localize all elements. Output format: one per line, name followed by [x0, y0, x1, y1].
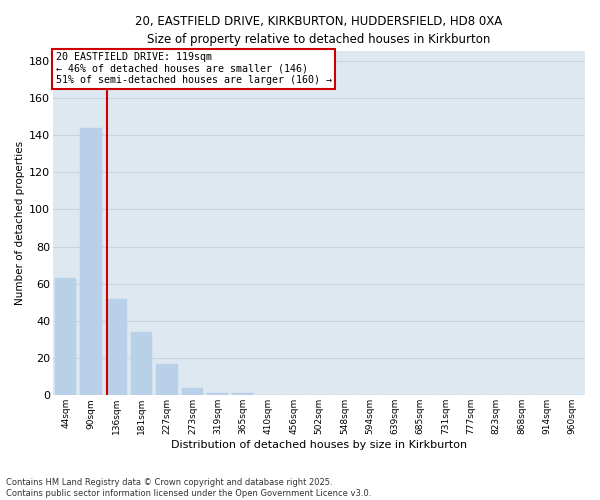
Bar: [207, 394, 229, 396]
Text: Contains HM Land Registry data © Crown copyright and database right 2025.
Contai: Contains HM Land Registry data © Crown c…: [6, 478, 371, 498]
Bar: [55, 278, 76, 396]
Bar: [156, 364, 178, 396]
Bar: [232, 394, 254, 396]
Bar: [106, 298, 127, 396]
Title: 20, EASTFIELD DRIVE, KIRKBURTON, HUDDERSFIELD, HD8 0XA
Size of property relative: 20, EASTFIELD DRIVE, KIRKBURTON, HUDDERS…: [136, 15, 503, 46]
Bar: [80, 128, 102, 396]
X-axis label: Distribution of detached houses by size in Kirkburton: Distribution of detached houses by size …: [171, 440, 467, 450]
Bar: [182, 388, 203, 396]
Bar: [131, 332, 152, 396]
Text: 20 EASTFIELD DRIVE: 119sqm
← 46% of detached houses are smaller (146)
51% of sem: 20 EASTFIELD DRIVE: 119sqm ← 46% of deta…: [56, 52, 332, 85]
Y-axis label: Number of detached properties: Number of detached properties: [15, 141, 25, 306]
